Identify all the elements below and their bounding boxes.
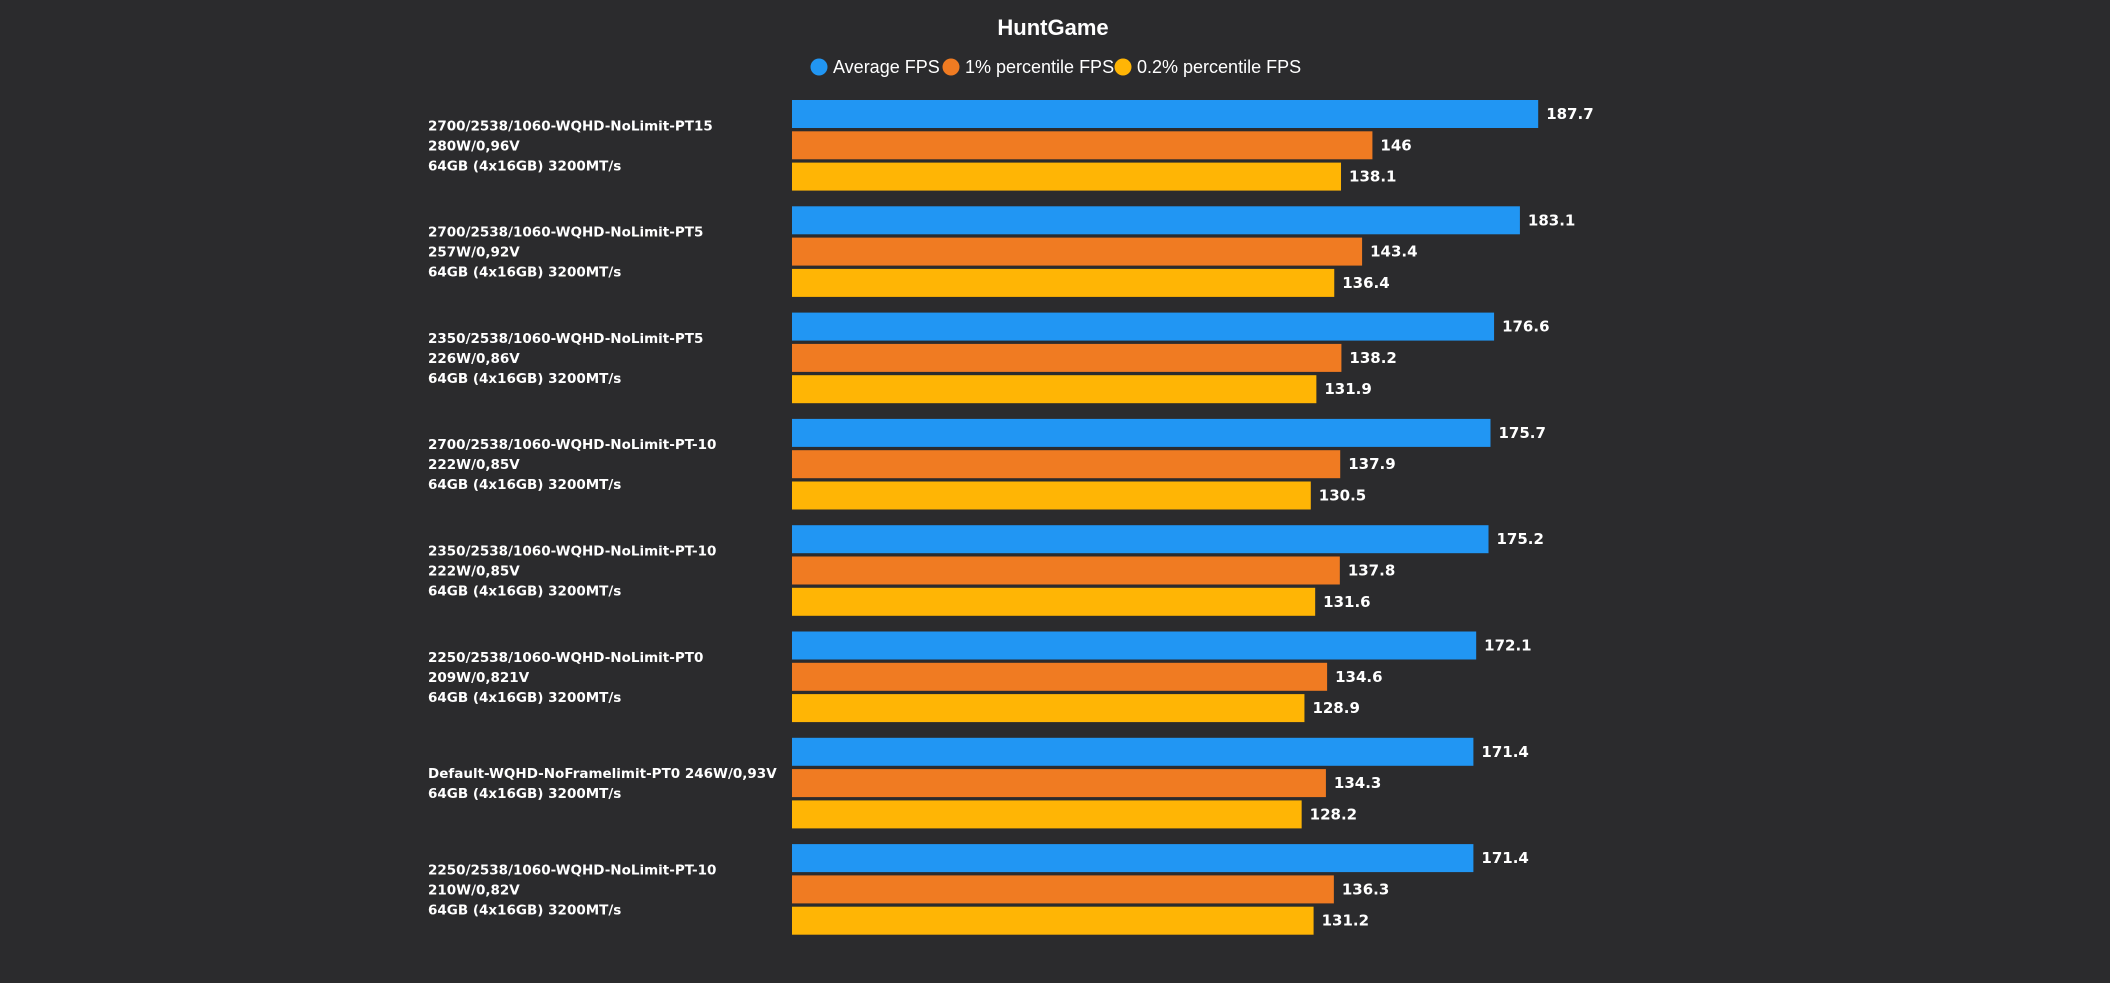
data-label: 131.2 bbox=[1322, 912, 1369, 930]
category-label: Default-WQHD-NoFramelimit-PT0 246W/0,93V… bbox=[428, 766, 777, 802]
data-label: 130.5 bbox=[1319, 487, 1366, 505]
data-label: 146 bbox=[1380, 136, 1411, 154]
legend-swatch-icon bbox=[810, 58, 828, 76]
bar bbox=[792, 450, 1341, 479]
category-label-line: 64GB (4x16GB) 3200MT/s bbox=[428, 477, 621, 493]
category-label: 2250/2538/1060-WQHD-NoLimit-PT0 209W/0,82… bbox=[428, 650, 703, 706]
legend-item: 1% percentile FPS bbox=[942, 57, 1114, 77]
bar bbox=[792, 906, 1314, 935]
category-label-line: 222W/0,85V bbox=[428, 564, 520, 580]
bar bbox=[792, 694, 1305, 723]
bars bbox=[792, 100, 1539, 935]
data-label: 187.7 bbox=[1546, 105, 1593, 123]
legend-label: 1% percentile FPS bbox=[965, 57, 1114, 77]
data-label: 136.4 bbox=[1342, 274, 1389, 292]
bar bbox=[792, 418, 1491, 447]
legend-swatch-icon bbox=[1114, 58, 1132, 76]
bar bbox=[792, 631, 1477, 660]
category-label-line: 64GB (4x16GB) 3200MT/s bbox=[428, 902, 621, 918]
data-label: 138.1 bbox=[1349, 168, 1396, 186]
data-label: 134.6 bbox=[1335, 668, 1382, 686]
data-label: 131.6 bbox=[1323, 593, 1370, 611]
data-label: 137.9 bbox=[1348, 455, 1395, 473]
data-label: 128.2 bbox=[1310, 805, 1357, 823]
category-label-line: 280W/0,96V bbox=[428, 138, 520, 154]
data-label: 175.7 bbox=[1498, 424, 1545, 442]
bar bbox=[792, 312, 1495, 341]
category-label-line: 222W/0,85V bbox=[428, 457, 520, 473]
category-label-line: 64GB (4x16GB) 3200MT/s bbox=[428, 158, 621, 174]
category-label: 2350/2538/1060-WQHD-NoLimit-PT-10 222W/0,… bbox=[428, 544, 716, 600]
bar bbox=[792, 162, 1342, 191]
legend-label: 0.2% percentile FPS bbox=[1137, 57, 1301, 77]
bar bbox=[792, 525, 1489, 554]
category-label-line: 2700/2538/1060-WQHD-NoLimit-PT15 bbox=[428, 118, 713, 134]
bar bbox=[792, 800, 1302, 829]
bar bbox=[792, 375, 1317, 404]
bar bbox=[792, 737, 1474, 766]
category-label-line: 2700/2538/1060-WQHD-NoLimit-PT-10 bbox=[428, 437, 716, 453]
bar bbox=[792, 131, 1373, 160]
category-labels: 2700/2538/1060-WQHD-NoLimit-PT15 280W/0,9… bbox=[428, 118, 777, 918]
category-label-line: 2250/2538/1060-WQHD-NoLimit-PT0 bbox=[428, 650, 703, 666]
category-label-line: Default-WQHD-NoFramelimit-PT0 246W/0,93V bbox=[428, 766, 777, 782]
category-label-line: 64GB (4x16GB) 3200MT/s bbox=[428, 265, 621, 281]
category-label: 2700/2538/1060-WQHD-NoLimit-PT15 280W/0,9… bbox=[428, 118, 713, 174]
data-label: 138.2 bbox=[1349, 349, 1396, 367]
category-label-line: 64GB (4x16GB) 3200MT/s bbox=[428, 690, 621, 706]
bar bbox=[792, 875, 1334, 904]
data-label: 131.9 bbox=[1324, 380, 1371, 398]
category-label: 2700/2538/1060-WQHD-NoLimit-PT-10 222W/0,… bbox=[428, 437, 716, 493]
data-label: 183.1 bbox=[1528, 211, 1575, 229]
category-label-line: 209W/0,821V bbox=[428, 670, 530, 686]
data-label: 176.6 bbox=[1502, 318, 1549, 336]
category-label-line: 210W/0,82V bbox=[428, 882, 520, 898]
data-label: 134.3 bbox=[1334, 774, 1381, 792]
legend-label: Average FPS bbox=[833, 57, 940, 77]
bar bbox=[792, 587, 1316, 616]
category-label-line: 2350/2538/1060-WQHD-NoLimit-PT5 bbox=[428, 331, 703, 347]
data-label: 175.2 bbox=[1497, 530, 1544, 548]
legend-swatch-icon bbox=[942, 58, 960, 76]
bar bbox=[792, 343, 1342, 372]
legend-item: 0.2% percentile FPS bbox=[1114, 57, 1301, 77]
category-label-line: 64GB (4x16GB) 3200MT/s bbox=[428, 371, 621, 387]
bar bbox=[792, 206, 1520, 235]
bar bbox=[792, 481, 1311, 510]
bar bbox=[792, 769, 1326, 798]
bar bbox=[792, 556, 1340, 585]
legend-item: Average FPS bbox=[810, 57, 940, 77]
data-label: 171.4 bbox=[1481, 849, 1528, 867]
bar bbox=[792, 268, 1335, 297]
chart-title: HuntGame bbox=[997, 15, 1108, 40]
category-label: 2250/2538/1060-WQHD-NoLimit-PT-10 210W/0,… bbox=[428, 862, 716, 918]
category-label: 2700/2538/1060-WQHD-NoLimit-PT5 257W/0,92… bbox=[428, 225, 703, 281]
data-label: 137.8 bbox=[1348, 562, 1395, 580]
category-label-line: 257W/0,92V bbox=[428, 245, 520, 261]
category-label-line: 2250/2538/1060-WQHD-NoLimit-PT-10 bbox=[428, 862, 716, 878]
bar bbox=[792, 844, 1474, 873]
value-labels: 187.7 183.1 176.6 175.7 175.2 172.1 171.4 171.4… bbox=[1310, 105, 1594, 930]
category-label-line: 2700/2538/1060-WQHD-NoLimit-PT5 bbox=[428, 225, 703, 241]
category-label: 2350/2538/1060-WQHD-NoLimit-PT5 226W/0,86… bbox=[428, 331, 703, 387]
category-label-line: 64GB (4x16GB) 3200MT/s bbox=[428, 786, 621, 802]
data-label: 172.1 bbox=[1484, 637, 1531, 655]
data-label: 143.4 bbox=[1370, 243, 1417, 261]
bar bbox=[792, 662, 1328, 691]
category-label-line: 2350/2538/1060-WQHD-NoLimit-PT-10 bbox=[428, 544, 716, 560]
data-label: 128.9 bbox=[1312, 699, 1359, 717]
bar bbox=[792, 100, 1539, 128]
category-label-line: 226W/0,86V bbox=[428, 351, 520, 367]
bar bbox=[792, 237, 1363, 266]
legend: Average FPS 1% percentile FPS 0.2% percent… bbox=[810, 57, 1301, 77]
category-label-line: 64GB (4x16GB) 3200MT/s bbox=[428, 584, 621, 600]
data-label: 136.3 bbox=[1342, 880, 1389, 898]
data-label: 171.4 bbox=[1481, 743, 1528, 761]
